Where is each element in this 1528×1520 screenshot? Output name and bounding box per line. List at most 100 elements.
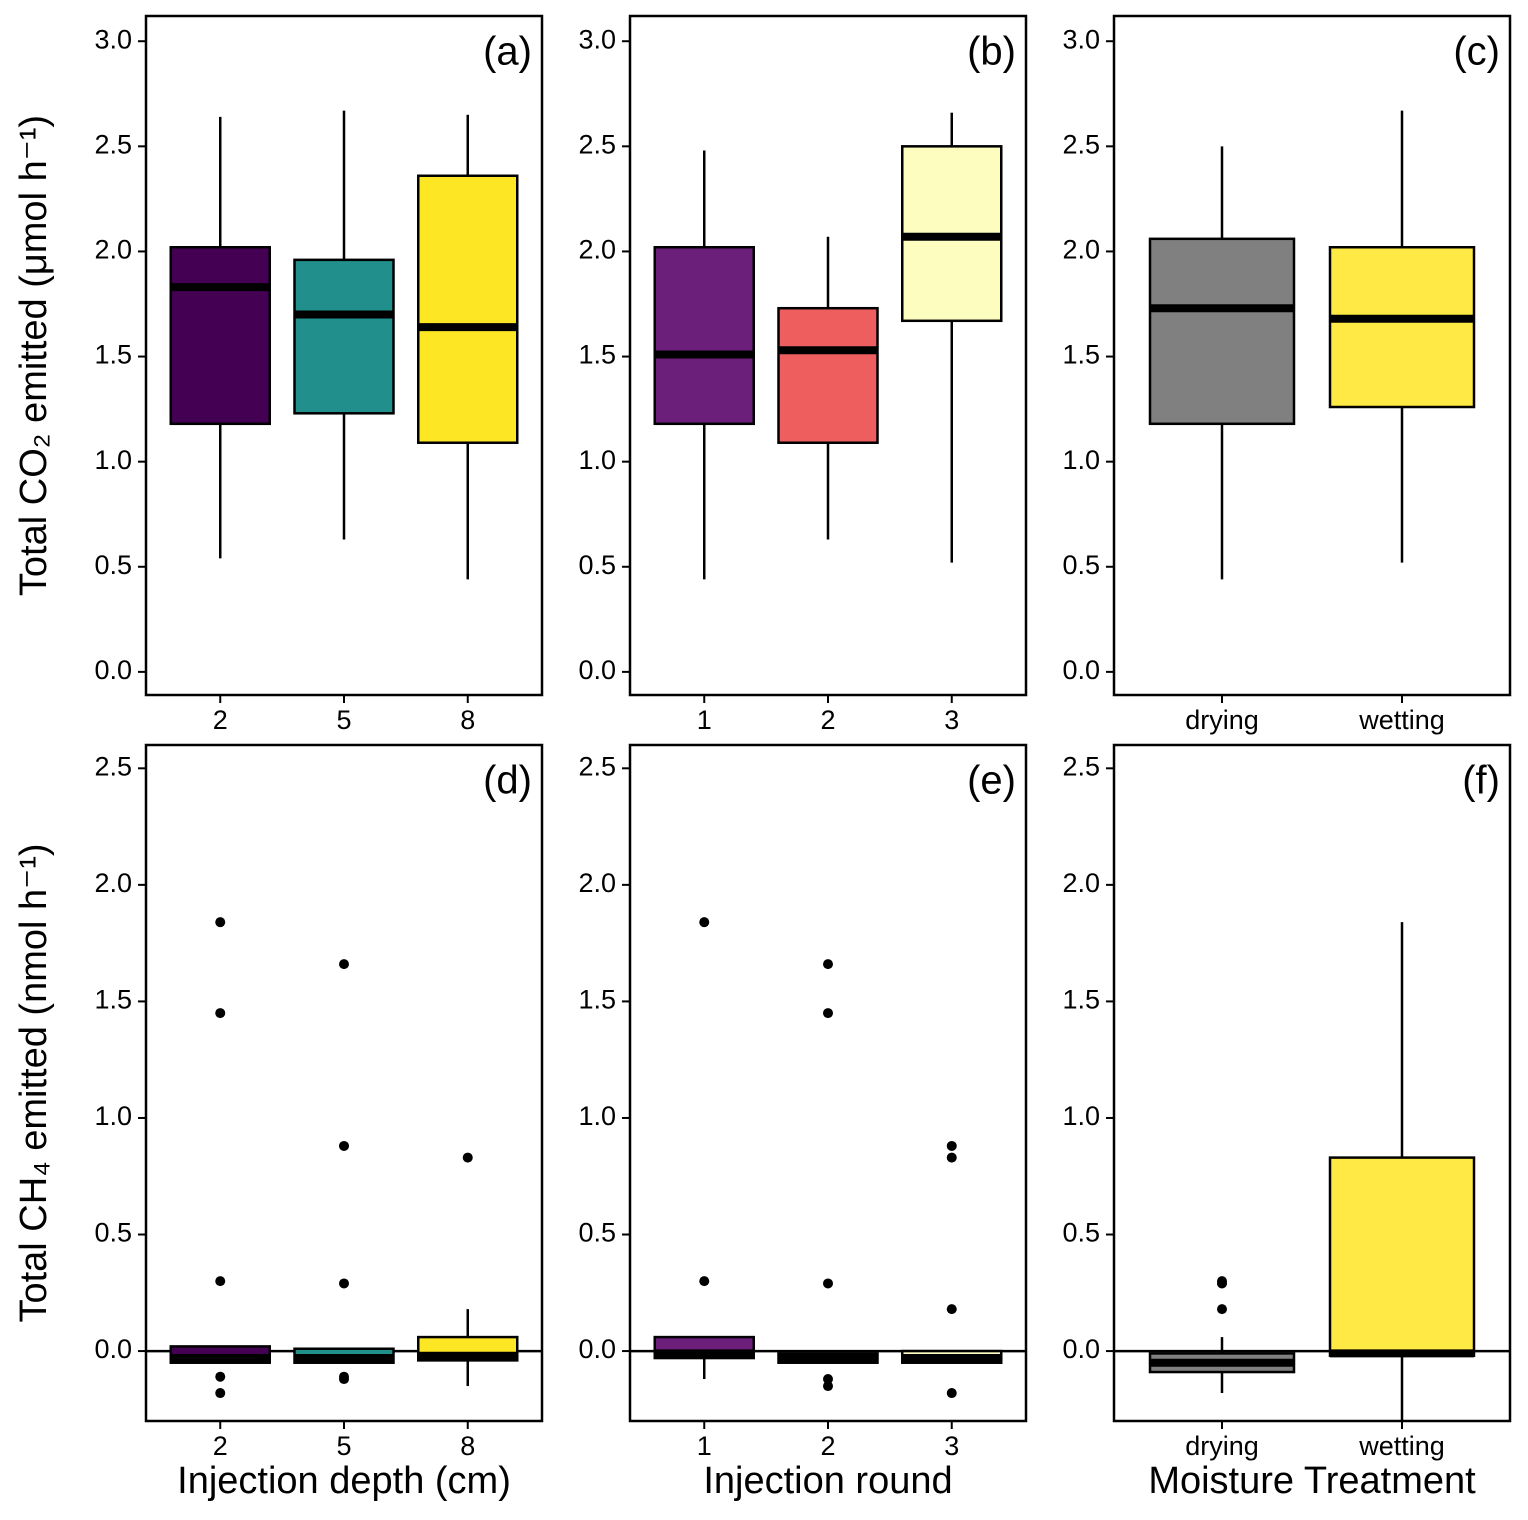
x-tick-label: 2 xyxy=(820,1431,835,1461)
outlier xyxy=(946,1140,957,1151)
y-tick-label: 3.0 xyxy=(1062,24,1100,54)
panel-frame xyxy=(1112,743,1512,1423)
y-tick-label: 0.0 xyxy=(94,655,132,685)
y-tick-label: 0.5 xyxy=(1062,1218,1100,1248)
y-tick-label: 0.0 xyxy=(94,1334,132,1364)
outlier xyxy=(215,1008,226,1019)
y-tick-label: 1.5 xyxy=(578,985,616,1015)
box xyxy=(1148,237,1296,426)
outlier xyxy=(946,1388,957,1399)
box xyxy=(653,245,755,426)
y-tick-label: 0.0 xyxy=(578,1334,616,1364)
box xyxy=(417,174,519,444)
x-axis-label: Moisture Treatment xyxy=(1148,1460,1476,1502)
x-tick-label: 5 xyxy=(336,705,351,735)
y-tick-label: 1.0 xyxy=(94,445,132,475)
x-tick-label: 2 xyxy=(213,1431,228,1461)
outlier xyxy=(699,917,710,928)
outlier xyxy=(946,1304,957,1315)
outlier xyxy=(215,1276,226,1287)
y-tick-label: 1.0 xyxy=(578,1101,616,1131)
outlier xyxy=(339,1374,349,1385)
outlier xyxy=(462,1152,473,1163)
box xyxy=(293,258,395,415)
outlier xyxy=(823,1381,833,1392)
y-tick-label: 3.0 xyxy=(578,24,616,54)
y-tick-label: 2.0 xyxy=(94,235,132,265)
y-tick-label: 1.5 xyxy=(1062,985,1100,1015)
y-tick-label: 0.0 xyxy=(578,655,616,685)
y-tick-label: 2.0 xyxy=(94,868,132,898)
y-tick-label: 0.5 xyxy=(578,1218,616,1248)
outlier xyxy=(823,959,833,970)
x-axis-label: Injection round xyxy=(703,1460,952,1502)
y-tick-label: 0.0 xyxy=(1062,1334,1100,1364)
panel-frame xyxy=(628,14,1028,697)
outlier xyxy=(946,1152,957,1163)
panel-label: (b) xyxy=(967,30,1016,74)
y-tick-label: 2.5 xyxy=(94,751,132,781)
y-tick-label: 1.5 xyxy=(578,340,616,370)
panel-frame xyxy=(1112,14,1512,697)
y-tick-label: 1.0 xyxy=(1062,445,1100,475)
x-tick-label: drying xyxy=(1185,1431,1259,1461)
x-tick-label: wetting xyxy=(1358,705,1445,735)
y-tick-label: 2.0 xyxy=(578,868,616,898)
outlier xyxy=(215,1388,226,1399)
x-tick-label: 1 xyxy=(697,1431,712,1461)
y-tick-label: 2.0 xyxy=(1062,235,1100,265)
y-tick-label: 2.0 xyxy=(578,235,616,265)
y-tick-label: 2.5 xyxy=(94,129,132,159)
panel-frame xyxy=(628,743,1028,1423)
x-tick-label: wetting xyxy=(1358,1431,1445,1461)
outlier xyxy=(1217,1304,1227,1315)
y-tick-label: 1.5 xyxy=(94,340,132,370)
outlier xyxy=(339,1278,349,1289)
y-axis-label: Total CO₂ emitted (μmol h⁻¹) xyxy=(13,115,55,596)
panel-frame xyxy=(144,743,544,1423)
y-tick-label: 3.0 xyxy=(94,24,132,54)
panel-label: (e) xyxy=(967,759,1016,803)
outlier xyxy=(339,1140,349,1151)
y-tick-label: 0.5 xyxy=(578,550,616,580)
x-tick-label: 3 xyxy=(944,705,959,735)
y-axis-label: Total CH₄ emitted (nmol h⁻¹) xyxy=(13,843,55,1322)
panel-label: (f) xyxy=(1462,759,1500,803)
y-tick-label: 0.5 xyxy=(94,550,132,580)
outlier xyxy=(823,1374,833,1385)
y-tick-label: 1.5 xyxy=(1062,340,1100,370)
outlier xyxy=(823,1008,833,1019)
y-tick-label: 2.5 xyxy=(1062,129,1100,159)
y-tick-label: 0.5 xyxy=(1062,550,1100,580)
x-tick-label: 8 xyxy=(460,1431,475,1461)
y-tick-label: 1.0 xyxy=(94,1101,132,1131)
panel-label: (d) xyxy=(483,759,532,803)
outlier xyxy=(215,1371,226,1382)
box xyxy=(777,306,879,444)
x-axis-label: Injection depth (cm) xyxy=(177,1460,511,1502)
x-tick-label: drying xyxy=(1185,705,1259,735)
outlier xyxy=(699,1276,710,1287)
panel-frame xyxy=(144,14,544,697)
y-tick-label: 1.0 xyxy=(578,445,616,475)
y-tick-label: 2.5 xyxy=(578,129,616,159)
box xyxy=(1328,245,1476,409)
outlier xyxy=(215,917,226,928)
y-tick-label: 1.0 xyxy=(1062,1101,1100,1131)
box xyxy=(1328,1156,1476,1357)
y-tick-label: 0.0 xyxy=(1062,655,1100,685)
y-tick-label: 2.5 xyxy=(578,751,616,781)
y-tick-label: 0.5 xyxy=(94,1218,132,1248)
panel-label: (a) xyxy=(483,30,532,74)
y-tick-label: 1.5 xyxy=(94,985,132,1015)
x-tick-label: 2 xyxy=(820,705,835,735)
outlier xyxy=(1217,1278,1227,1289)
y-tick-label: 2.5 xyxy=(1062,751,1100,781)
outlier xyxy=(823,1278,833,1289)
outlier xyxy=(339,959,349,970)
x-tick-label: 3 xyxy=(944,1431,959,1461)
x-tick-label: 1 xyxy=(697,705,712,735)
x-tick-label: 2 xyxy=(213,705,228,735)
